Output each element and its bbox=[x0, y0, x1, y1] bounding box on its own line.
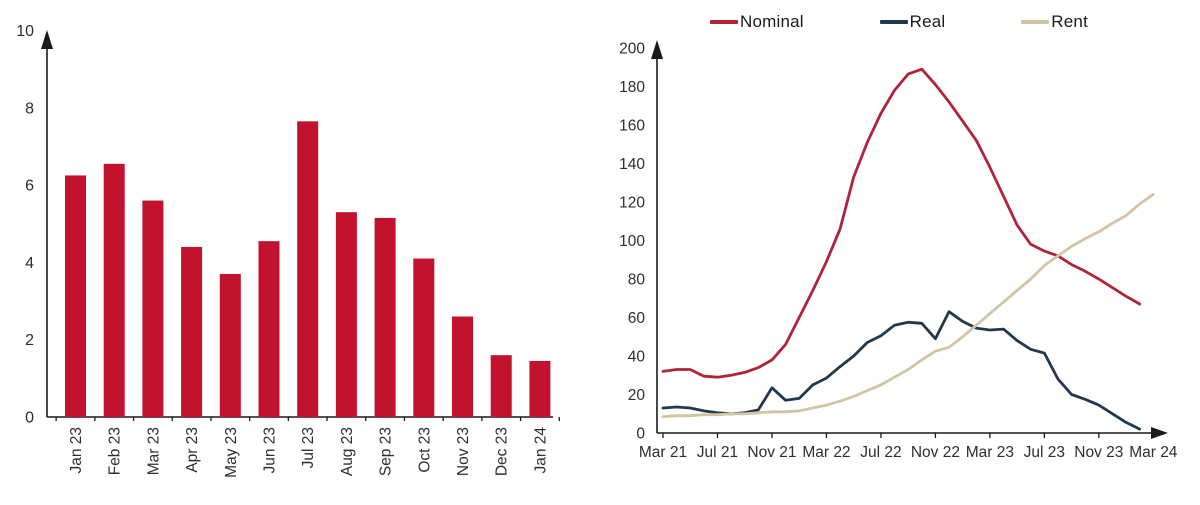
y-axis-arrow-icon bbox=[651, 40, 663, 59]
bar bbox=[297, 121, 319, 417]
legend-item-rent: Rent bbox=[1021, 12, 1088, 32]
bar bbox=[490, 355, 512, 417]
x-tick-label: Apr 23 bbox=[184, 427, 201, 473]
rent-line-swatch bbox=[1021, 20, 1050, 24]
bar bbox=[142, 200, 164, 417]
x-tick-label: Dec 23 bbox=[494, 427, 511, 476]
bar bbox=[65, 175, 86, 417]
bar bbox=[103, 163, 125, 417]
x-tick-label: Oct 23 bbox=[416, 427, 433, 473]
y-axis-arrow-icon bbox=[41, 30, 53, 49]
y-tick-label: 60 bbox=[628, 310, 646, 327]
y-tick-label: 0 bbox=[636, 426, 645, 443]
x-tick-label: Sep 23 bbox=[378, 427, 395, 476]
monthly-bar-chart: 0 2 4 6 8 10 Jan 23 Feb 23 Mar 23 Apr 23 May 23 Jun… bbox=[16, 23, 560, 478]
bar bbox=[258, 241, 280, 417]
x-tick-label: Jul 22 bbox=[860, 444, 901, 461]
x-tick-label: Aug 23 bbox=[339, 427, 356, 476]
series-line-real bbox=[661, 310, 1142, 431]
legend-item-nominal: Nominal bbox=[710, 12, 804, 32]
y-tick-label: 2 bbox=[25, 332, 34, 349]
y-tick-label: 4 bbox=[25, 255, 34, 272]
bar bbox=[181, 246, 203, 417]
x-tick-label: Nov 23 bbox=[455, 427, 472, 476]
bar bbox=[374, 217, 396, 417]
y-tick-label: 200 bbox=[619, 41, 645, 58]
bar bbox=[413, 258, 435, 417]
series-line-nominal bbox=[661, 67, 1142, 379]
y-tick-label: 160 bbox=[619, 118, 645, 135]
y-tick-label: 180 bbox=[619, 79, 645, 96]
x-tick-label: Feb 23 bbox=[107, 427, 124, 475]
y-tick-label: 10 bbox=[16, 23, 34, 40]
nominal-line-swatch bbox=[710, 20, 738, 24]
x-tick-label: Mar 24 bbox=[1129, 444, 1178, 461]
x-tick-label: Mar 23 bbox=[966, 444, 1014, 461]
x-tick-label: May 23 bbox=[223, 427, 240, 478]
y-tick-label: 6 bbox=[25, 178, 34, 195]
y-tick-label: 0 bbox=[25, 410, 34, 427]
legend: Nominal Real Rent bbox=[710, 12, 1088, 32]
bar bbox=[452, 316, 473, 417]
price-index-line-chart: 0 20 40 60 80 100 120 140 160 180 200 Mar 21 Jul 21 N… bbox=[619, 40, 1178, 461]
x-tick-label: Jan 24 bbox=[532, 427, 549, 474]
x-tick-label: Jan 23 bbox=[68, 427, 85, 474]
legend-label-real: Real bbox=[909, 12, 946, 31]
x-tick-label: Nov 22 bbox=[911, 444, 960, 461]
x-tick-label: Nov 23 bbox=[1074, 444, 1123, 461]
x-tick-label: Jul 23 bbox=[1024, 444, 1065, 461]
legend-item-real: Real bbox=[879, 12, 946, 32]
bar-chart-pane: 0 2 4 6 8 10 Jan 23 Feb 23 Mar 23 Apr 23 May 23 Jun… bbox=[16, 23, 560, 478]
legend-label-nominal: Nominal bbox=[740, 12, 804, 31]
bar bbox=[335, 212, 357, 417]
x-tick-label: Jul 21 bbox=[697, 444, 738, 461]
y-tick-label: 20 bbox=[628, 387, 646, 404]
y-tick-label: 140 bbox=[619, 156, 645, 173]
bar bbox=[529, 360, 551, 417]
bar bbox=[219, 273, 241, 417]
y-tick-label: 8 bbox=[25, 100, 34, 117]
y-tick-label: 80 bbox=[628, 272, 646, 289]
y-tick-label: 120 bbox=[619, 195, 645, 212]
x-tick-label: Mar 23 bbox=[145, 427, 162, 475]
real-line-swatch bbox=[879, 20, 908, 24]
x-tick-label: Mar 22 bbox=[802, 444, 850, 461]
x-tick-label: Mar 21 bbox=[639, 444, 687, 461]
x-axis-arrow-icon bbox=[1151, 427, 1168, 439]
x-tick-label: Jul 23 bbox=[300, 427, 317, 468]
legend-label-rent: Rent bbox=[1051, 12, 1088, 31]
series-line-rent bbox=[661, 192, 1155, 419]
x-tick-label: Jun 23 bbox=[262, 427, 279, 474]
y-tick-label: 40 bbox=[628, 349, 646, 366]
y-tick-label: 100 bbox=[619, 233, 645, 250]
line-chart-pane: 0 20 40 60 80 100 120 140 160 180 200 Mar 21 Jul 21 N… bbox=[600, 0, 1200, 505]
x-tick-label: Nov 21 bbox=[747, 444, 796, 461]
